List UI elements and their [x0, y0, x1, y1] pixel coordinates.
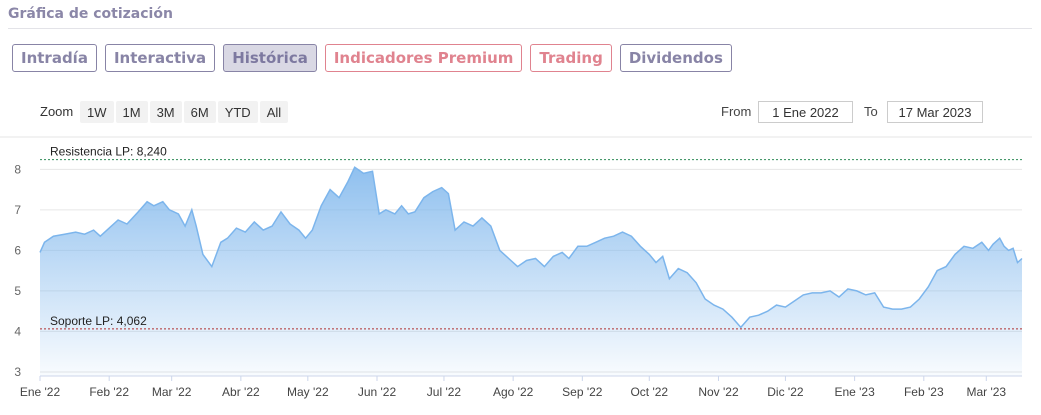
x-axis: Ene '22 Feb '22 Mar '22 Abr '22 May '22 Jun '… — [20, 375, 1022, 399]
x-tick-label: Oct '22 — [630, 385, 668, 399]
zoom-6m-button[interactable]: 6M — [183, 101, 216, 123]
resistance-label: Resistencia LP: 8,240 — [50, 145, 167, 159]
x-tick-label: Feb '23 — [904, 385, 944, 399]
tab-dividendos[interactable]: Dividendos — [619, 44, 732, 72]
y-tick-label: 3 — [14, 365, 21, 379]
tab-indicadores-premium[interactable]: Indicadores Premium — [324, 44, 523, 72]
y-axis: 3 4 5 6 7 8 — [14, 162, 21, 379]
tab-intradia[interactable]: Intradía — [12, 44, 97, 72]
x-tick-label: Ene '22 — [20, 385, 61, 399]
zoom-1w-button[interactable]: 1W — [80, 101, 114, 123]
zoom-1m-button[interactable]: 1M — [115, 101, 148, 123]
y-tick-label: 7 — [14, 203, 21, 217]
x-tick-label: May '22 — [287, 385, 329, 399]
x-tick-label: Mar '23 — [966, 385, 1006, 399]
price-line — [39, 166, 1023, 329]
y-tick-label: 5 — [14, 284, 21, 298]
x-tick-label: Ago '22 — [493, 385, 534, 399]
x-tick-label: Nov '22 — [698, 385, 739, 399]
range-to-label: To — [864, 104, 878, 119]
zoom-3m-button[interactable]: 3M — [149, 101, 182, 123]
y-tick-label: 8 — [14, 162, 21, 176]
x-tick-label: Jun '22 — [358, 385, 397, 399]
range-from-input[interactable]: 1 Ene 2022 — [758, 101, 853, 123]
range-from-label: From — [721, 104, 752, 119]
tab-interactiva[interactable]: Interactiva — [104, 44, 216, 72]
zoom-all-button[interactable]: All — [259, 101, 289, 123]
x-tick-label: Feb '22 — [89, 385, 129, 399]
x-tick-label: Dic '22 — [767, 385, 804, 399]
title-divider — [8, 28, 1032, 29]
section-title: Gráfica de cotización — [8, 6, 173, 22]
x-tick-label: Mar '22 — [152, 385, 192, 399]
zoom-buttons: 1W 1M 3M 6M YTD All — [80, 101, 289, 123]
tab-historica[interactable]: Histórica — [223, 44, 317, 72]
range-to-input[interactable]: 17 Mar 2023 — [887, 101, 983, 123]
y-tick-label: 4 — [14, 324, 21, 338]
zoom-ytd-button[interactable]: YTD — [217, 101, 258, 123]
x-tick-label: Ene '23 — [834, 385, 875, 399]
support-label: Soporte LP: 4,062 — [50, 314, 147, 328]
tab-trading[interactable]: Trading — [530, 44, 612, 72]
y-tick-label: 6 — [14, 243, 21, 257]
x-tick-label: Sep '22 — [562, 385, 603, 399]
x-tick-label: Abr '22 — [222, 385, 260, 399]
chart-area-layer — [39, 166, 1023, 376]
chart-tabs: Intradía Interactiva Histórica Indicador… — [12, 44, 732, 72]
price-area — [40, 167, 1022, 376]
x-tick-label: Jul '22 — [427, 385, 462, 399]
reference-lines: Resistencia LP: 8,240 Soporte LP: 4,062 — [40, 145, 1022, 330]
zoom-label: Zoom — [40, 104, 74, 119]
